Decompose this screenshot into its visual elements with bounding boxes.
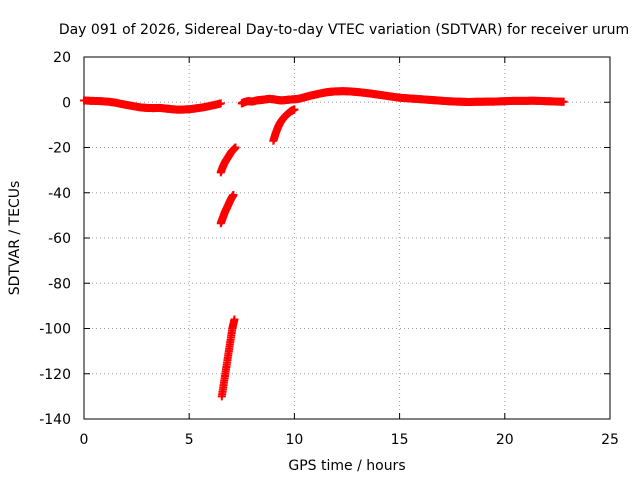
grid-lines: [84, 57, 610, 419]
x-tick-label: 0: [80, 432, 89, 448]
y-tick-label: 20: [53, 50, 71, 66]
y-tick-label: -80: [48, 276, 71, 292]
y-tick-label: -20: [48, 141, 71, 157]
y-tick-label: -60: [48, 231, 71, 247]
y-tick-label: -100: [39, 322, 71, 338]
x-axis-label: GPS time / hours: [288, 458, 405, 474]
series-sdtvar: [80, 87, 568, 401]
chart-title: Day 091 of 2026, Sidereal Day-to-day VTE…: [59, 22, 629, 38]
y-tick-label: -40: [48, 186, 71, 202]
data-point: [559, 97, 568, 106]
x-tick-label: 15: [391, 432, 409, 448]
data-points: [80, 87, 568, 401]
x-axis-ticks: 0 5 10 15 20 25: [80, 57, 619, 448]
x-tick-label: 10: [285, 432, 303, 448]
y-tick-label: 0: [62, 95, 71, 111]
y-axis-ticks: 20 0 -20 -40 -60 -80 -100 -120 -140: [39, 50, 610, 428]
y-axis-label: SDTVAR / TECUs: [7, 181, 23, 296]
y-tick-label: -120: [39, 367, 71, 383]
data-point: [231, 143, 240, 152]
x-tick-label: 25: [601, 432, 619, 448]
x-tick-label: 5: [185, 432, 194, 448]
data-point: [290, 105, 299, 114]
data-point: [229, 191, 238, 200]
x-tick-label: 20: [496, 432, 514, 448]
data-point: [230, 315, 239, 324]
data-point: [216, 99, 225, 108]
y-tick-label: -140: [39, 412, 71, 428]
